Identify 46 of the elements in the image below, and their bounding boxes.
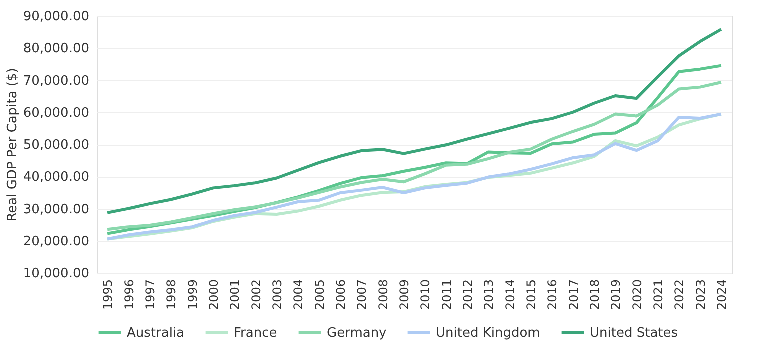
x-tick-label: 2008 xyxy=(376,280,390,310)
y-tick-label: 90,000.00 xyxy=(23,10,90,24)
x-tick-label: 2002 xyxy=(249,280,264,310)
legend-label: Germany xyxy=(327,326,388,341)
x-tick-label: 2017 xyxy=(566,280,581,310)
x-tick-label: 2001 xyxy=(228,280,242,310)
x-tick-label: 2003 xyxy=(270,280,284,310)
x-tick-label: 1996 xyxy=(122,280,136,310)
legend-label: Australia xyxy=(127,326,185,341)
x-tick-label: 2018 xyxy=(588,280,602,310)
x-tick-label: 2020 xyxy=(630,280,644,310)
legend-label: United Kingdom xyxy=(436,326,540,341)
y-axis-title: Real GDP Per Capita ($) xyxy=(5,68,20,222)
x-tick-label: 1999 xyxy=(186,280,200,310)
x-tick-label: 2024 xyxy=(714,280,729,310)
x-tick-label: 2011 xyxy=(440,280,454,310)
y-tick-label: 20,000.00 xyxy=(23,234,90,250)
x-tick-label: 1997 xyxy=(143,280,158,310)
y-tick-label: 10,000.00 xyxy=(23,266,90,282)
x-tick-label: 2023 xyxy=(694,280,708,310)
x-tick-label: 2013 xyxy=(482,280,496,310)
x-tick-label: 2019 xyxy=(609,280,624,310)
x-tick-label: 2012 xyxy=(460,280,475,310)
x-tick-label: 2006 xyxy=(334,280,348,310)
x-tick-label: 2000 xyxy=(206,280,221,310)
x-tick-label: 2016 xyxy=(546,280,560,310)
y-tick-label: 60,000.00 xyxy=(23,106,90,121)
y-tick-label: 70,000.00 xyxy=(23,74,90,89)
legend-label: United States xyxy=(590,326,678,341)
x-tick-label: 2010 xyxy=(418,280,433,310)
y-tick-label: 40,000.00 xyxy=(23,170,90,186)
y-tick-label: 30,000.00 xyxy=(23,202,90,218)
x-tick-label: 2015 xyxy=(524,280,538,310)
x-tick-label: 1998 xyxy=(164,280,179,310)
x-tick-label: 2021 xyxy=(651,280,666,310)
x-tick-label: 2004 xyxy=(292,280,306,310)
legend-label: France xyxy=(234,326,278,341)
x-tick-label: 2014 xyxy=(503,280,518,310)
x-tick-label: 1995 xyxy=(101,280,116,310)
x-tick-label: 2005 xyxy=(312,280,327,310)
x-tick-label: 2007 xyxy=(355,280,370,310)
x-tick-label: 2022 xyxy=(672,280,687,310)
line-series xyxy=(106,28,723,214)
x-tick-label: 2009 xyxy=(397,280,412,310)
y-tick-label: 80,000.00 xyxy=(23,42,90,57)
y-tick-label: 50,000.00 xyxy=(23,138,90,153)
